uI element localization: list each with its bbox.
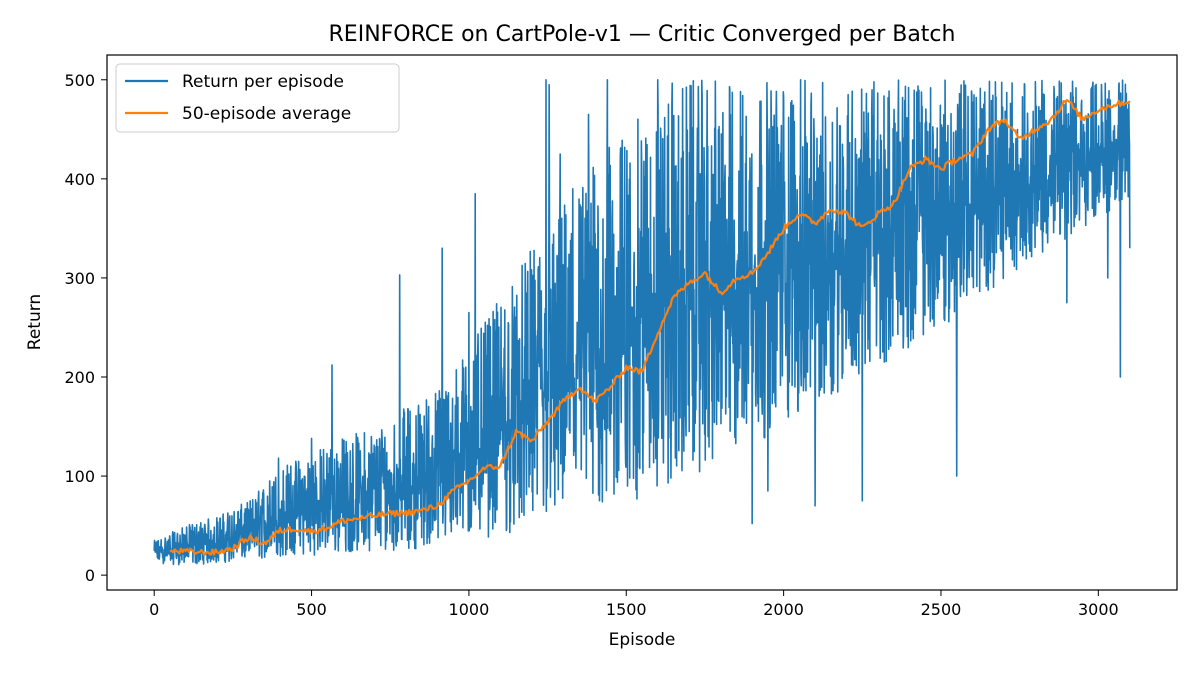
- legend: Return per episode 50-episode average: [115, 63, 400, 133]
- plot-frame: [106, 54, 1178, 591]
- legend-box: [115, 63, 400, 133]
- x-axis-label: Episode: [609, 630, 676, 650]
- x-tick-label: 3000: [1078, 600, 1119, 619]
- y-tick-label: 100: [64, 467, 95, 486]
- y-tick-label: 300: [64, 269, 95, 288]
- plot-area: [153, 78, 1131, 566]
- x-tick-label: 500: [296, 600, 327, 619]
- x-tick-label: 0: [149, 600, 159, 619]
- axis-ticks: 0 500 1000 1500 2000 2500 3000 0 100 200 300 400 500: [64, 71, 1118, 619]
- x-tick-label: 1000: [449, 600, 490, 619]
- y-tick-label: 200: [64, 368, 95, 387]
- x-tick-label: 2500: [921, 600, 962, 619]
- legend-entry-return: Return per episode: [182, 72, 344, 92]
- series-return-per-episode: [153, 78, 1131, 566]
- y-axis-label: Return: [25, 294, 45, 350]
- chart-title: REINFORCE on CartPole-v1 — Critic Conver…: [329, 22, 956, 47]
- series-50-episode-average: [169, 98, 1131, 557]
- y-tick-label: 500: [64, 71, 95, 90]
- y-tick-label: 0: [85, 566, 95, 585]
- legend-entry-average: 50-episode average: [182, 104, 351, 124]
- x-tick-label: 2000: [763, 600, 804, 619]
- x-tick-label: 1500: [606, 600, 647, 619]
- y-tick-label: 400: [64, 170, 95, 189]
